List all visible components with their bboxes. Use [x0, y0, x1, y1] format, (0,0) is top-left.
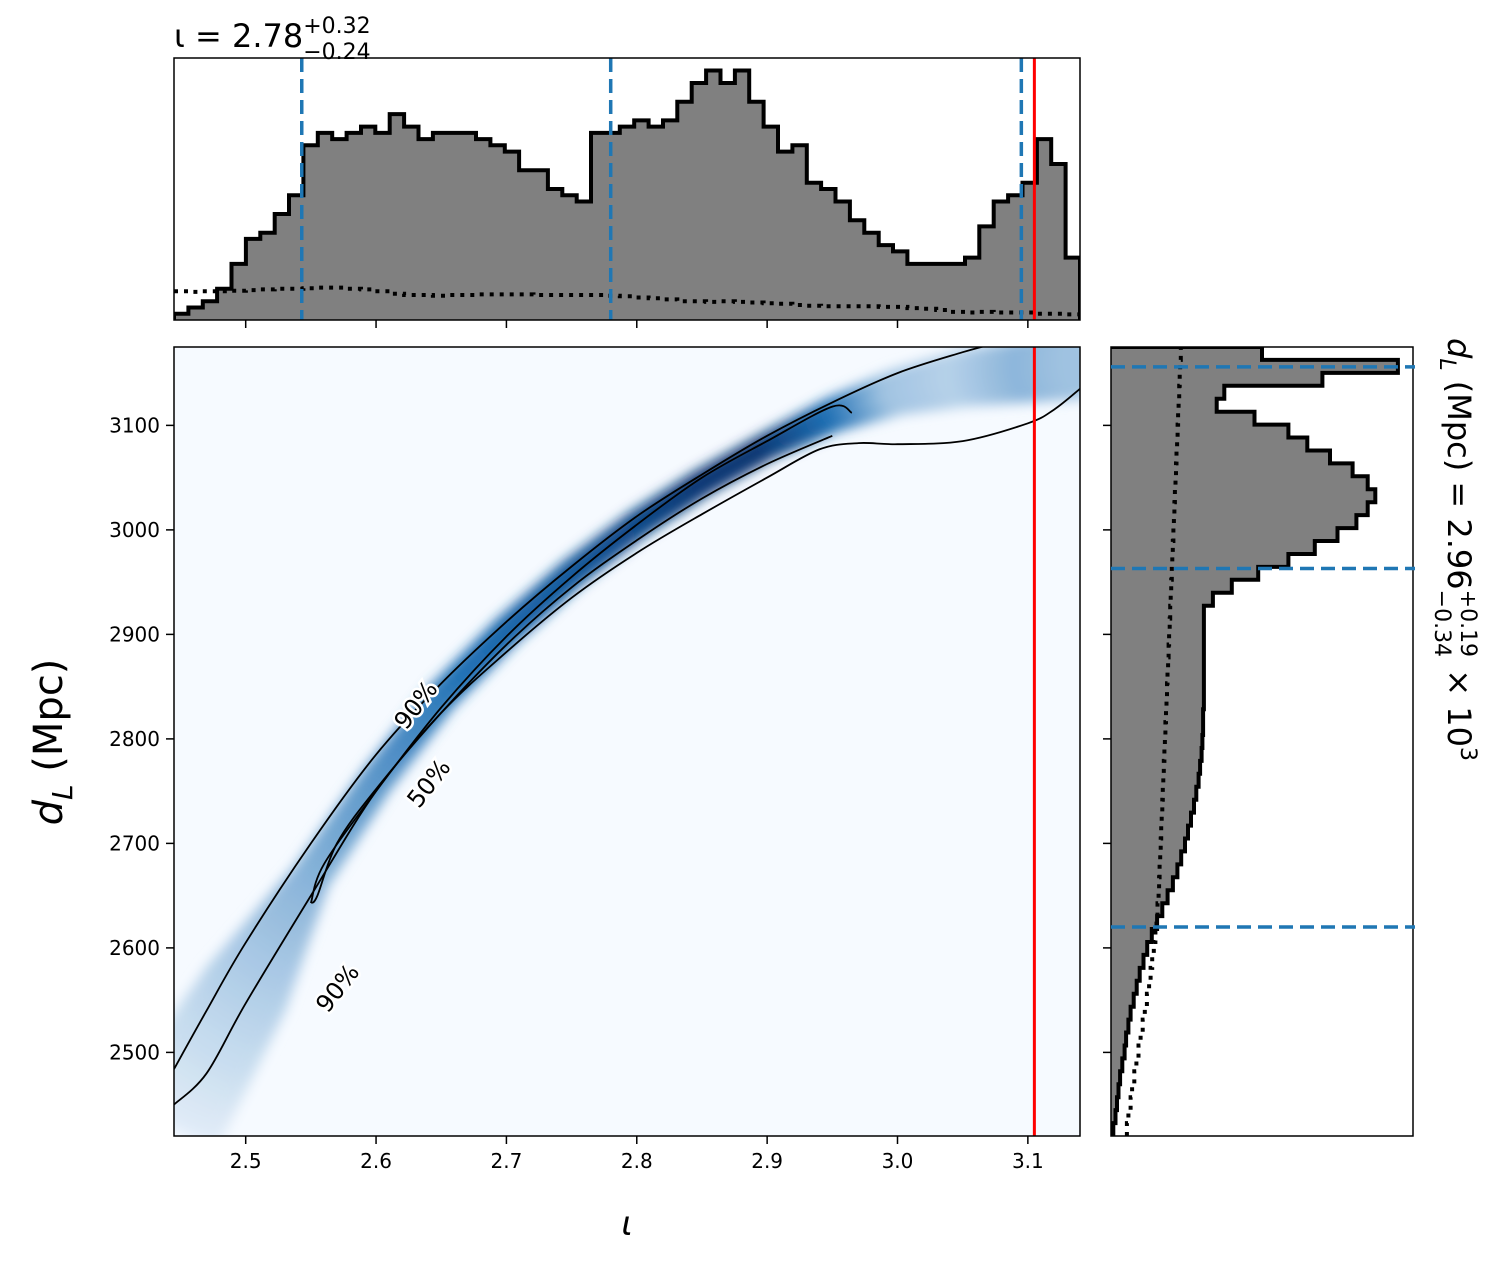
x-tick-label: 2.6 — [360, 1149, 392, 1173]
joint-density-background — [174, 347, 1080, 1136]
x-marginal-ticks — [244, 320, 1029, 328]
x-axis-label: ι — [621, 1204, 633, 1244]
x-tick-label: 3.1 — [1012, 1149, 1044, 1173]
y-marginal-content — [1111, 347, 1400, 1136]
y-tick-label: 2600 — [109, 936, 160, 960]
y-axis-label: dL (Mpc) — [26, 659, 79, 826]
y-marginal-frame — [1110, 346, 1414, 1137]
svg-text:dL (Mpc) = 2.96+0.19−0.34 × 10: dL (Mpc) = 2.96+0.19−0.34 × 103 — [1429, 338, 1480, 761]
x-marginal-panel: ι = 2.78+0.32 −0.24 — [173, 14, 1081, 328]
y-marginal-panel: dL (Mpc) = 2.96+0.19−0.34 × 103 — [1103, 338, 1480, 1137]
y-marginal-ticks — [1103, 424, 1111, 1054]
y-tick-label: 3000 — [109, 518, 160, 542]
y-tick-label: 2800 — [109, 727, 160, 751]
y-tick-label: 2900 — [109, 622, 160, 646]
y-tick-label: 3100 — [109, 413, 160, 437]
x-parameter-title: ι = 2.78+0.32 −0.24 — [174, 14, 371, 65]
x-tick-label: 2.5 — [230, 1149, 262, 1173]
y-histogram-fill — [1111, 347, 1398, 1136]
y-parameter-title: dL (Mpc) = 2.96+0.19−0.34 × 103 — [1429, 338, 1480, 761]
credible-contours — [174, 347, 1080, 1106]
x-marginal-frame — [173, 57, 1081, 321]
contour-90-upper — [174, 347, 985, 1070]
joint-density-frame — [173, 346, 1081, 1137]
x-axis-ticks: 2.5 2.6 2.7 2.8 2.9 3.0 3.1 — [230, 1136, 1044, 1173]
x-marginal-content — [174, 58, 1080, 320]
x-tick-label: 2.7 — [491, 1149, 523, 1173]
y-axis-ticks: 2500 2600 2700 2800 2900 3000 3100 — [109, 413, 174, 1064]
y-tick-label: 2500 — [109, 1040, 160, 1064]
y-quantile-overflow — [1111, 365, 1415, 929]
y-histogram-outline — [1111, 347, 1400, 1136]
svg-text:dL (Mpc): dL (Mpc) — [26, 659, 79, 826]
x-tick-label: 2.8 — [621, 1149, 653, 1173]
x-histogram-outline — [174, 68, 1080, 320]
contour-50-lower — [310, 434, 833, 904]
y-prior-outline — [1124, 347, 1183, 1136]
joint-density-panel: 90%90%50% 2.5 2.6 2.7 2.8 2.9 3.0 3.1 25002600… — [26, 346, 1081, 1244]
contour-50-upper — [310, 404, 853, 904]
x-tick-label: 3.0 — [882, 1149, 914, 1173]
y-tick-label: 2700 — [109, 831, 160, 855]
density-heatmap — [174, 347, 1080, 1136]
density-cell — [1057, 347, 1080, 400]
contour-90-lower — [174, 388, 1080, 1106]
x-histogram-fill — [174, 70, 1080, 320]
x-tick-label: 2.9 — [751, 1149, 783, 1173]
